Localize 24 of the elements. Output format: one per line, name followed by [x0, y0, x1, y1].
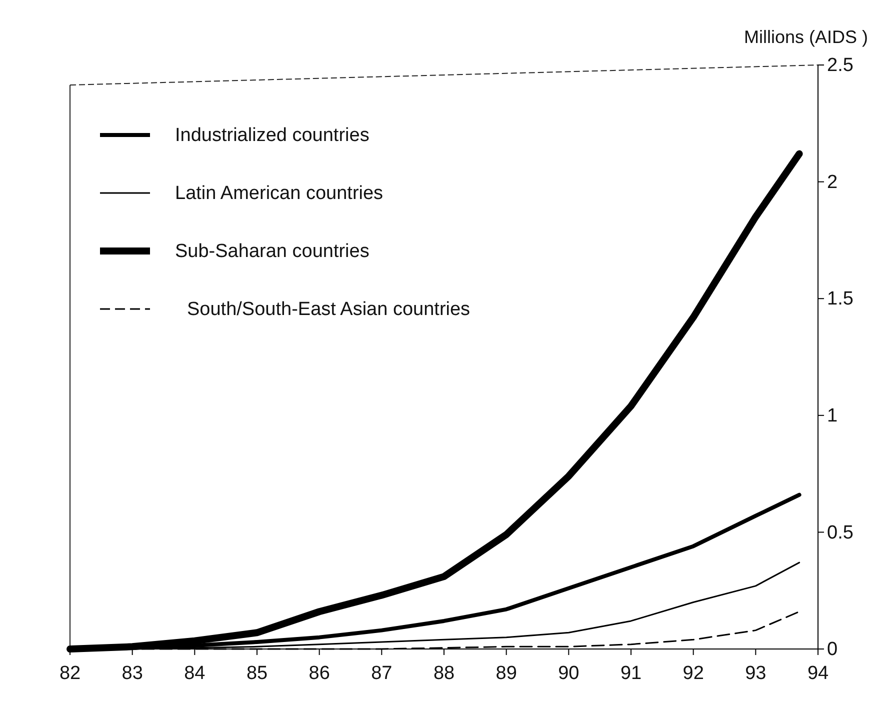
legend-label: Sub-Saharan countries: [175, 241, 370, 262]
y-tick-label: 1: [827, 405, 838, 426]
x-tick-label: 82: [59, 662, 81, 684]
y-tick-label: 1.5: [827, 288, 854, 310]
x-tick-label: 91: [620, 662, 642, 684]
legend-label: South/South-East Asian countries: [187, 299, 470, 320]
y-tick-label: 2.5: [827, 55, 854, 76]
x-tick-label: 83: [122, 662, 143, 684]
x-tick-label: 88: [433, 662, 455, 684]
x-tick-label: 94: [807, 662, 829, 684]
x-tick-label: 86: [308, 662, 330, 684]
x-tick-label: 90: [558, 662, 580, 684]
legend-label: Industrialized countries: [175, 125, 370, 146]
y-axis-title: Millions (AIDS ): [744, 27, 868, 47]
x-tick-label: 84: [184, 662, 206, 684]
y-tick-label: 0.5: [827, 522, 854, 544]
legend-label: Latin American countries: [175, 183, 384, 204]
x-tick-label: 89: [496, 662, 517, 684]
y-tick-label: 0: [827, 639, 838, 660]
y-tick-label: 2: [827, 172, 838, 193]
x-tick-label: 87: [371, 662, 392, 684]
x-tick-label: 92: [682, 662, 704, 684]
x-tick-label: 93: [745, 662, 766, 684]
x-tick-label: 85: [246, 662, 268, 684]
